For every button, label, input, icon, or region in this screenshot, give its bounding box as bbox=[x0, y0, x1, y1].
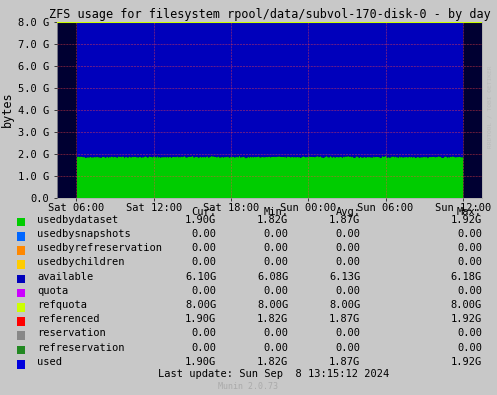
Text: 0.00: 0.00 bbox=[263, 243, 288, 253]
Y-axis label: bytes: bytes bbox=[1, 92, 14, 128]
Text: RRDTOOL / TOBI OETIKER: RRDTOOL / TOBI OETIKER bbox=[487, 66, 492, 148]
Text: Munin 2.0.73: Munin 2.0.73 bbox=[219, 382, 278, 391]
Text: 1.87G: 1.87G bbox=[329, 214, 360, 225]
Text: 0.00: 0.00 bbox=[457, 342, 482, 353]
Text: 1.90G: 1.90G bbox=[185, 214, 216, 225]
Text: 1.82G: 1.82G bbox=[257, 357, 288, 367]
Text: Avg:: Avg: bbox=[335, 207, 360, 217]
Text: Last update: Sun Sep  8 13:15:12 2024: Last update: Sun Sep 8 13:15:12 2024 bbox=[158, 369, 389, 379]
Text: 0.00: 0.00 bbox=[191, 257, 216, 267]
Title: ZFS usage for filesystem rpool/data/subvol-170-disk-0 - by day: ZFS usage for filesystem rpool/data/subv… bbox=[49, 8, 491, 21]
Text: 0.00: 0.00 bbox=[263, 286, 288, 296]
Text: 8.00G: 8.00G bbox=[185, 300, 216, 310]
Text: 0.00: 0.00 bbox=[335, 257, 360, 267]
Text: available: available bbox=[37, 271, 93, 282]
Text: refreservation: refreservation bbox=[37, 342, 125, 353]
Text: Min:: Min: bbox=[263, 207, 288, 217]
Text: Cur:: Cur: bbox=[191, 207, 216, 217]
Text: 0.00: 0.00 bbox=[263, 328, 288, 339]
Text: 1.82G: 1.82G bbox=[257, 214, 288, 225]
Text: 1.90G: 1.90G bbox=[185, 357, 216, 367]
Text: 0.00: 0.00 bbox=[335, 229, 360, 239]
Text: 0.00: 0.00 bbox=[335, 286, 360, 296]
Text: referenced: referenced bbox=[37, 314, 100, 324]
Text: 0.00: 0.00 bbox=[191, 342, 216, 353]
Text: 6.13G: 6.13G bbox=[329, 271, 360, 282]
Text: quota: quota bbox=[37, 286, 69, 296]
Text: 1.92G: 1.92G bbox=[451, 357, 482, 367]
Text: reservation: reservation bbox=[37, 328, 106, 339]
Text: Max:: Max: bbox=[457, 207, 482, 217]
Text: 0.00: 0.00 bbox=[335, 328, 360, 339]
Text: 1.90G: 1.90G bbox=[185, 314, 216, 324]
Text: usedbyrefreservation: usedbyrefreservation bbox=[37, 243, 163, 253]
Text: 0.00: 0.00 bbox=[335, 243, 360, 253]
Text: usedbychildren: usedbychildren bbox=[37, 257, 125, 267]
Text: 6.10G: 6.10G bbox=[185, 271, 216, 282]
Text: 0.00: 0.00 bbox=[457, 328, 482, 339]
Text: 0.00: 0.00 bbox=[191, 229, 216, 239]
Text: 8.00G: 8.00G bbox=[257, 300, 288, 310]
Text: 1.92G: 1.92G bbox=[451, 314, 482, 324]
Text: 0.00: 0.00 bbox=[457, 229, 482, 239]
Text: 0.00: 0.00 bbox=[335, 342, 360, 353]
Text: 0.00: 0.00 bbox=[263, 229, 288, 239]
Text: 0.00: 0.00 bbox=[263, 257, 288, 267]
Text: refquota: refquota bbox=[37, 300, 87, 310]
Text: 1.92G: 1.92G bbox=[451, 214, 482, 225]
Text: usedbysnapshots: usedbysnapshots bbox=[37, 229, 131, 239]
Text: used: used bbox=[37, 357, 62, 367]
Text: 8.00G: 8.00G bbox=[329, 300, 360, 310]
Text: 6.08G: 6.08G bbox=[257, 271, 288, 282]
Text: 0.00: 0.00 bbox=[263, 342, 288, 353]
Text: 0.00: 0.00 bbox=[457, 257, 482, 267]
Text: 6.18G: 6.18G bbox=[451, 271, 482, 282]
Text: 0.00: 0.00 bbox=[191, 286, 216, 296]
Text: 1.82G: 1.82G bbox=[257, 314, 288, 324]
Text: 0.00: 0.00 bbox=[191, 328, 216, 339]
Text: 1.87G: 1.87G bbox=[329, 314, 360, 324]
Text: 0.00: 0.00 bbox=[191, 243, 216, 253]
Text: 0.00: 0.00 bbox=[457, 243, 482, 253]
Text: usedbydataset: usedbydataset bbox=[37, 214, 118, 225]
Text: 8.00G: 8.00G bbox=[451, 300, 482, 310]
Text: 0.00: 0.00 bbox=[457, 286, 482, 296]
Text: 1.87G: 1.87G bbox=[329, 357, 360, 367]
